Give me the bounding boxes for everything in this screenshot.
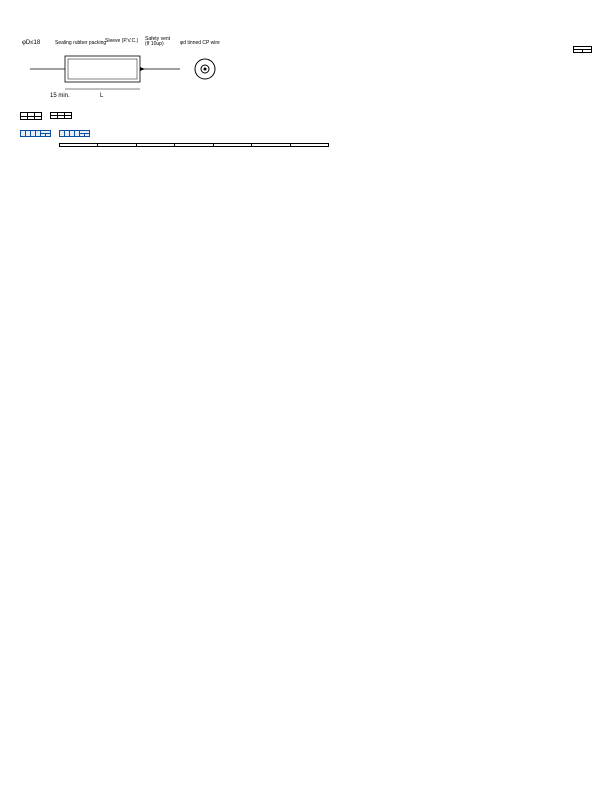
svg-text:L: L: [100, 93, 104, 99]
intro-text: [0, 18, 612, 26]
svg-text:φD≤18: φD≤18: [22, 40, 41, 46]
parts-table-right: [59, 130, 90, 137]
freq-table: [59, 143, 329, 147]
capacitor-diagram: φD≤18 Sealing rubber packing Sleeve (P.V…: [20, 34, 230, 104]
config-table: [573, 46, 592, 53]
svg-text:15 min.: 15 min.: [50, 93, 70, 99]
svg-text:(If 10up): (If 10up): [145, 41, 164, 47]
od-table: [20, 112, 42, 120]
parts-table-left: [20, 130, 51, 147]
svg-text:φd tinned CP wire: φd tinned CP wire: [180, 40, 220, 46]
svg-text:Sealing rubber packing: Sealing rubber packing: [55, 40, 106, 46]
v-table: [50, 112, 72, 119]
svg-text:Sleeve (P.V.C.): Sleeve (P.V.C.): [105, 38, 139, 44]
